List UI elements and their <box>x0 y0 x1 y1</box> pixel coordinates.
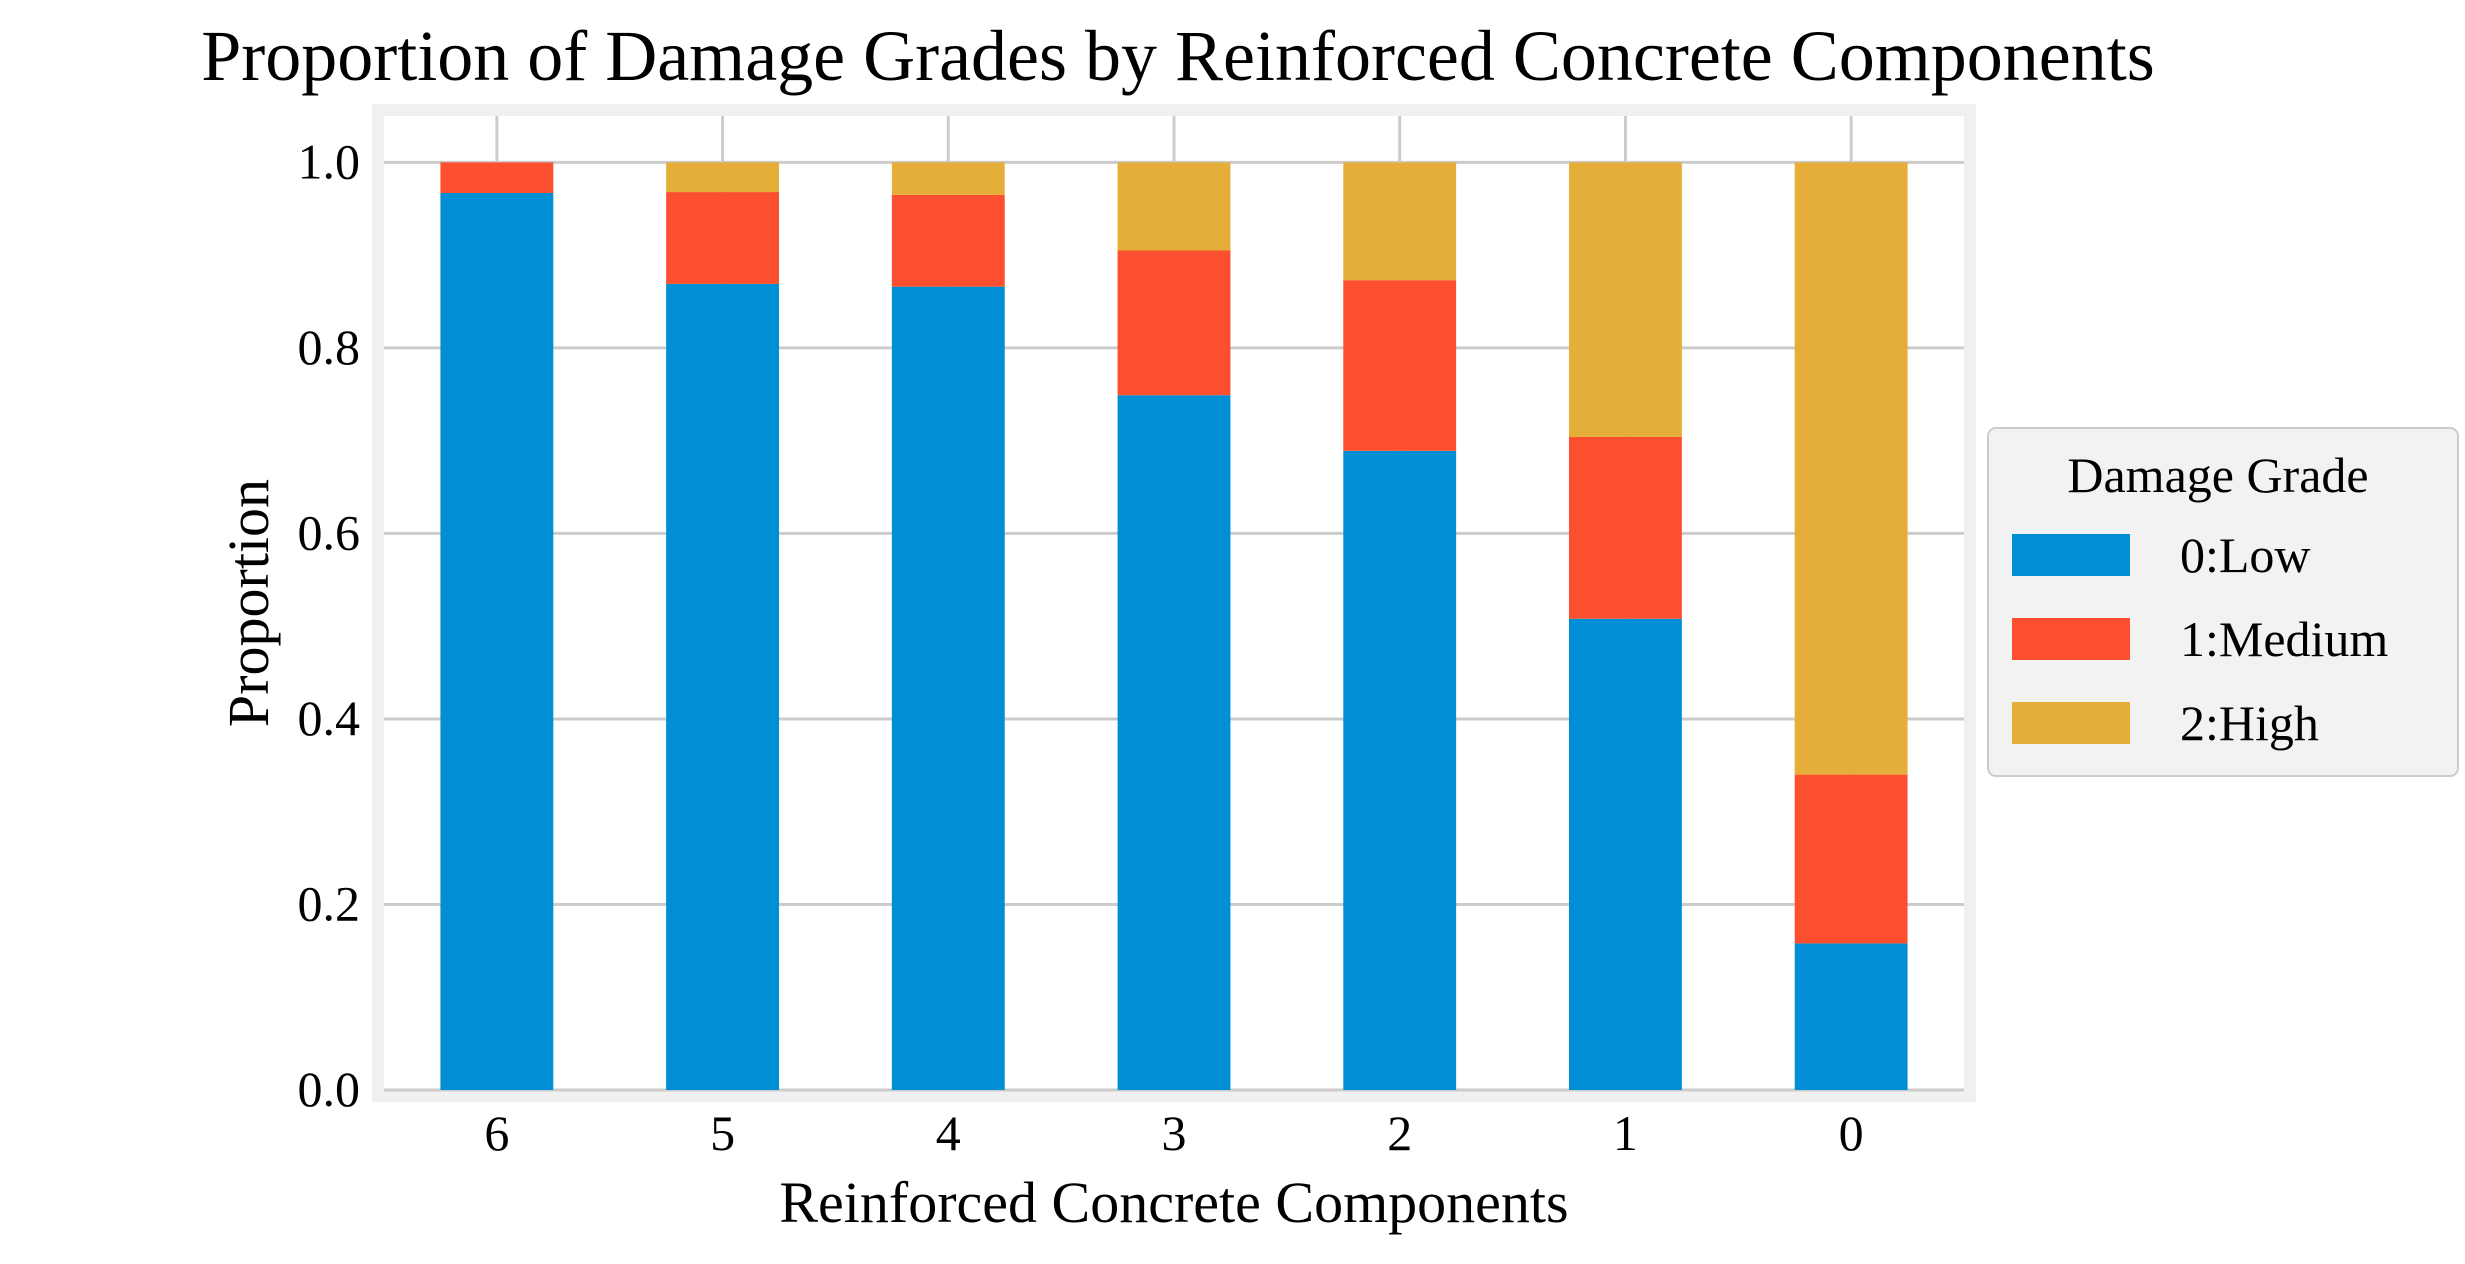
legend-box <box>1987 427 2459 777</box>
bar-segment-4-series-1 <box>891 194 1005 287</box>
legend-swatch <box>2012 702 2130 744</box>
bar-segment-4-series-2 <box>891 162 1005 195</box>
bar-segment-1-series-2 <box>1569 162 1682 437</box>
bar-segment-3-series-0 <box>1117 395 1231 1090</box>
y-tick-labels: 0.0 0.2 0.4 0.6 0.8 1.0 <box>298 133 361 1117</box>
y-tick-label: 0.6 <box>298 504 361 560</box>
x-tick-label: 0 <box>1839 1105 1864 1161</box>
x-tick-label: 6 <box>484 1105 509 1161</box>
legend-swatch <box>2012 534 2130 576</box>
bar-segment-6-series-0 <box>440 192 554 1091</box>
bar-segment-2-series-0 <box>1343 450 1457 1090</box>
x-tick-label: 3 <box>1162 1105 1187 1161</box>
y-tick-label: 0.8 <box>298 319 361 375</box>
bar-segment-5-series-0 <box>666 283 779 1090</box>
legend: Damage Grade 0:Low 1:Medium 2:High <box>1987 427 2459 777</box>
x-tick-label: 1 <box>1613 1105 1638 1161</box>
bars <box>440 162 1908 1091</box>
bar-segment-0-series-1 <box>1794 774 1908 944</box>
bar-segment-0-series-2 <box>1794 162 1908 775</box>
x-axis-label: Reinforced Concrete Components <box>779 1170 1568 1235</box>
x-tick-label: 5 <box>710 1105 735 1161</box>
bar-segment-3-series-1 <box>1117 250 1231 396</box>
legend-entry-label: 0:Low <box>2180 527 2311 583</box>
x-tick-labels: 6 5 4 3 2 1 0 <box>484 1105 1863 1161</box>
x-tick-label: 2 <box>1387 1105 1412 1161</box>
y-tick-label: 0.4 <box>298 690 361 746</box>
bar-segment-4-series-0 <box>891 286 1005 1091</box>
legend-entries: 0:Low 1:Medium 2:High <box>2012 527 2388 751</box>
y-tick-label: 0.0 <box>298 1061 361 1117</box>
x-tick-label: 4 <box>936 1105 961 1161</box>
y-tick-label: 1.0 <box>298 133 361 189</box>
bar-segment-1-series-1 <box>1569 436 1682 619</box>
bar-segment-2-series-1 <box>1343 280 1457 451</box>
bar-segment-1-series-0 <box>1569 618 1682 1090</box>
y-tick-label: 0.2 <box>298 875 361 931</box>
bar-segment-5-series-2 <box>666 162 779 193</box>
y-axis-label: Proportion <box>216 479 281 727</box>
bar-segment-6-series-1 <box>440 162 554 193</box>
bar-segment-3-series-2 <box>1117 162 1231 251</box>
legend-title: Damage Grade <box>2067 447 2368 503</box>
bar-segment-0-series-0 <box>1794 943 1908 1090</box>
legend-swatch <box>2012 618 2130 660</box>
legend-entry-label: 2:High <box>2180 695 2319 751</box>
bar-segment-5-series-1 <box>666 192 779 284</box>
bar-segment-2-series-2 <box>1343 162 1457 281</box>
chart-title: Proportion of Damage Grades by Reinforce… <box>201 16 2155 96</box>
legend-entry-label: 1:Medium <box>2180 611 2388 667</box>
